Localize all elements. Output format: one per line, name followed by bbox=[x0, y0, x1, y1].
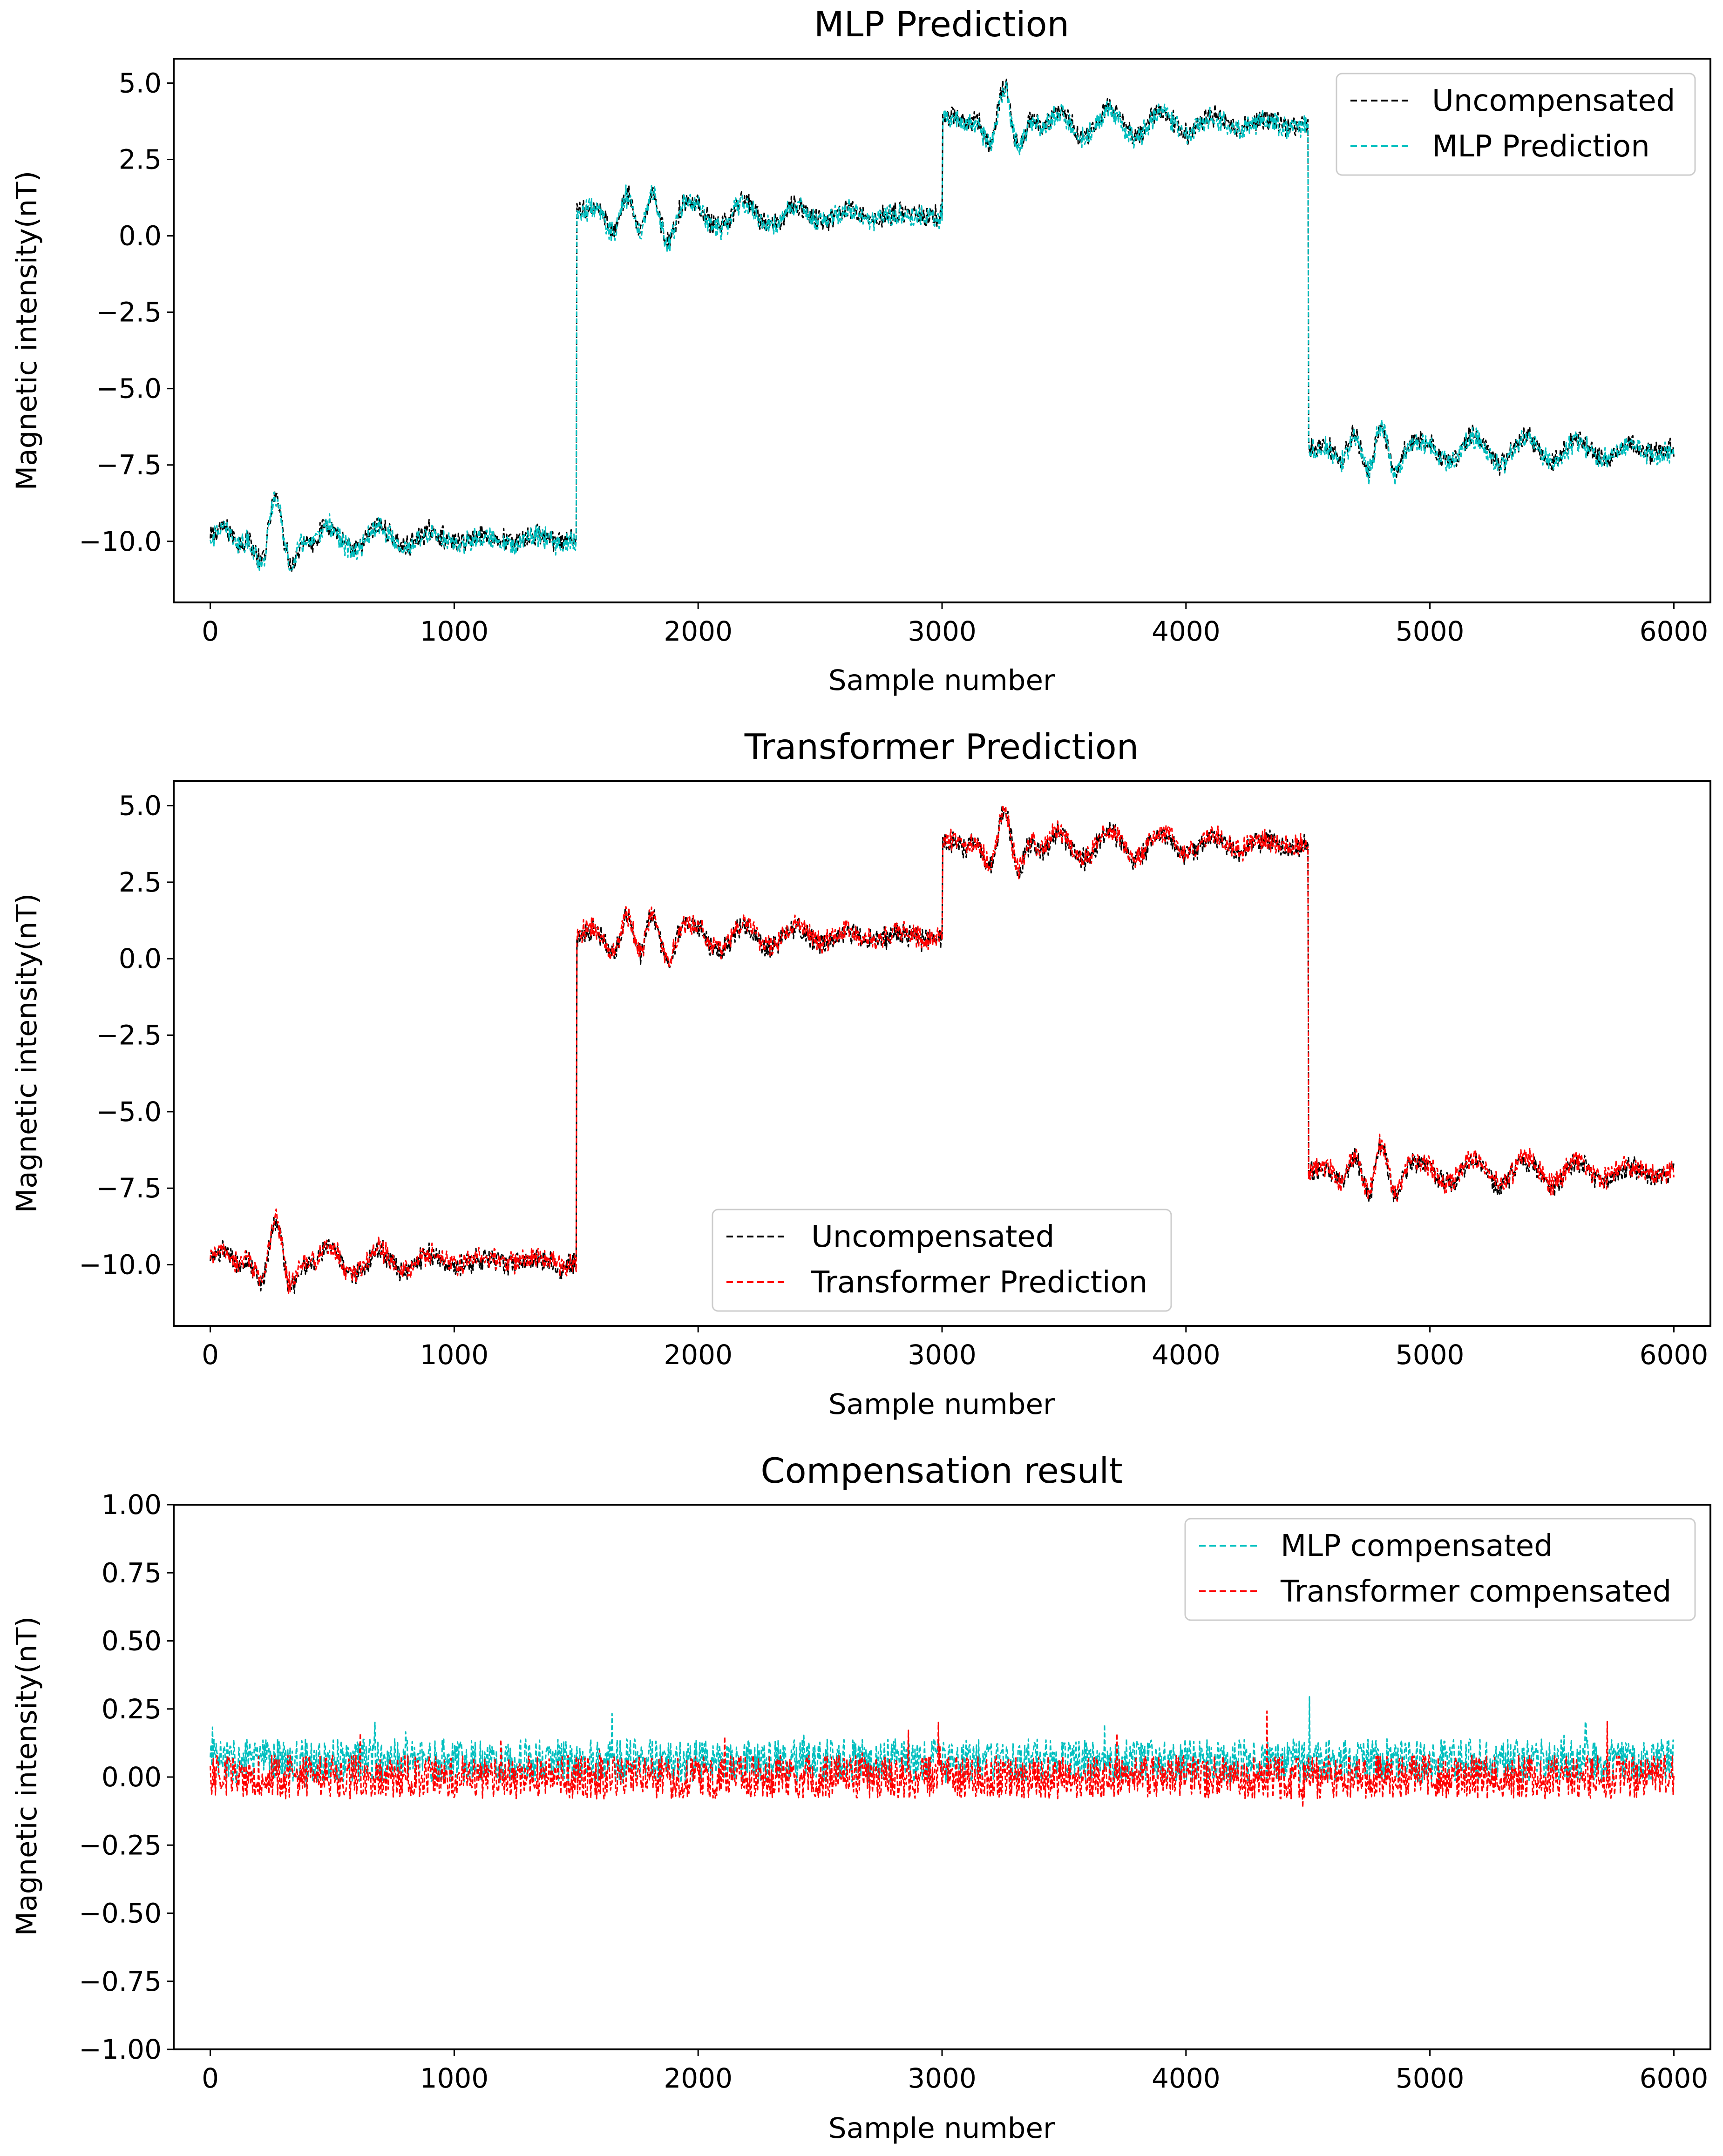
legend-label-mlp-compensated: MLP compensated bbox=[1281, 1529, 1553, 1563]
y-tick-label: −2.5 bbox=[96, 1020, 162, 1051]
plot-series bbox=[210, 1696, 1675, 1808]
y-tick-label: −1.00 bbox=[79, 2034, 162, 2065]
mlp-prediction-chart: MLP Prediction 0 1000 2000 3000 4000 5000 6000… bbox=[10, 4, 1711, 697]
x-tick-label: 0 bbox=[202, 1339, 219, 1371]
y-tick-label: 5.0 bbox=[119, 67, 162, 99]
y-tick-label: −0.25 bbox=[79, 1829, 162, 1861]
y-tick-label: −2.5 bbox=[96, 297, 162, 328]
y-tick-label: 5.0 bbox=[119, 790, 162, 822]
chart-title: MLP Prediction bbox=[814, 4, 1069, 45]
y-tick-label: −10.0 bbox=[79, 526, 162, 557]
series-line-transformer-prediction bbox=[210, 804, 1675, 1294]
x-tick-label: 4000 bbox=[1152, 1339, 1221, 1371]
legend-box bbox=[1336, 73, 1696, 176]
plot-series bbox=[210, 804, 1675, 1294]
legend-box bbox=[1184, 1518, 1696, 1621]
y-tick-label: −5.0 bbox=[96, 373, 162, 405]
x-tick-label: 2000 bbox=[664, 1339, 733, 1371]
y-axis-label: Magnetic intensity(nT) bbox=[10, 171, 43, 491]
x-tick-label: 6000 bbox=[1640, 1339, 1709, 1371]
y-tick-label: −7.5 bbox=[96, 1172, 162, 1204]
x-tick-label: 2000 bbox=[664, 2062, 733, 2094]
y-axis-ticks: 1.00 0.75 0.50 0.25 0.00 −0.25 −0.50 −0.75 −1.00 bbox=[79, 1489, 174, 2065]
x-tick-label: 0 bbox=[202, 2062, 219, 2094]
compensation-result-chart: Compensation result 0 1000 2000 3000 4000 500… bbox=[10, 1450, 1711, 2145]
x-tick-label: 1000 bbox=[420, 2062, 489, 2094]
x-tick-label: 3000 bbox=[908, 1339, 977, 1371]
x-axis-label: Sample number bbox=[828, 2112, 1055, 2145]
y-tick-label: 0.0 bbox=[119, 220, 162, 252]
x-tick-label: 3000 bbox=[908, 2062, 977, 2094]
x-axis-ticks: 0 1000 2000 3000 4000 5000 6000 bbox=[202, 602, 1708, 647]
y-tick-label: 0.00 bbox=[102, 1761, 162, 1793]
x-tick-label: 4000 bbox=[1152, 2062, 1221, 2094]
legend-label-transformer-compensated: Transformer compensated bbox=[1280, 1575, 1671, 1609]
legend: Uncompensated MLP Prediction bbox=[1336, 73, 1696, 176]
transformer-prediction-chart: Transformer Prediction 0 1000 2000 3000 4000… bbox=[10, 726, 1711, 1421]
legend-label-uncompensated: Uncompensated bbox=[811, 1220, 1054, 1254]
y-tick-label: 1.00 bbox=[102, 1489, 162, 1521]
x-tick-label: 5000 bbox=[1396, 2062, 1465, 2094]
legend: Uncompensated Transformer Prediction bbox=[712, 1209, 1172, 1312]
x-tick-label: 6000 bbox=[1640, 615, 1709, 647]
y-tick-label: −0.50 bbox=[79, 1898, 162, 1929]
x-tick-label: 5000 bbox=[1396, 615, 1465, 647]
y-tick-label: 2.5 bbox=[119, 866, 162, 898]
legend: MLP compensated Transformer compensated bbox=[1184, 1518, 1696, 1621]
x-tick-label: 1000 bbox=[420, 1339, 489, 1371]
x-axis-label: Sample number bbox=[828, 664, 1055, 697]
y-tick-label: 2.5 bbox=[119, 144, 162, 176]
plot-series bbox=[210, 78, 1675, 573]
x-tick-label: 3000 bbox=[908, 615, 977, 647]
series-line-transformer-compensated bbox=[210, 1710, 1675, 1808]
legend-label-uncompensated: Uncompensated bbox=[1432, 84, 1675, 118]
x-tick-label: 0 bbox=[202, 615, 219, 647]
y-tick-label: −10.0 bbox=[79, 1249, 162, 1281]
y-tick-label: 0.50 bbox=[102, 1625, 162, 1657]
chart-title: Compensation result bbox=[760, 1450, 1122, 1491]
x-tick-label: 5000 bbox=[1396, 1339, 1465, 1371]
chart-title: Transformer Prediction bbox=[744, 726, 1139, 767]
y-axis-label: Magnetic intensity(nT) bbox=[10, 893, 43, 1213]
y-axis-label: Magnetic intensity(nT) bbox=[10, 1616, 43, 1936]
y-axis-ticks: 5.0 2.5 0.0 −2.5 −5.0 −7.5 −10.0 bbox=[79, 790, 174, 1281]
x-axis-label: Sample number bbox=[828, 1388, 1055, 1421]
x-axis-ticks: 0 1000 2000 3000 4000 5000 6000 bbox=[202, 1326, 1708, 1371]
series-line-mlp-prediction bbox=[210, 81, 1675, 572]
legend-label-mlp-prediction: MLP Prediction bbox=[1432, 129, 1650, 164]
y-tick-label: 0.0 bbox=[119, 943, 162, 974]
legend-box bbox=[712, 1209, 1172, 1312]
x-tick-label: 4000 bbox=[1152, 615, 1221, 647]
y-tick-label: −7.5 bbox=[96, 449, 162, 481]
y-tick-label: 0.75 bbox=[102, 1557, 162, 1588]
x-tick-label: 1000 bbox=[420, 615, 489, 647]
y-tick-label: −0.75 bbox=[79, 1966, 162, 1997]
y-axis-ticks: 5.0 2.5 0.0 −2.5 −5.0 −7.5 −10.0 bbox=[79, 67, 174, 557]
x-axis-ticks: 0 1000 2000 3000 4000 5000 6000 bbox=[202, 2049, 1708, 2094]
x-tick-label: 6000 bbox=[1640, 2062, 1709, 2094]
x-tick-label: 2000 bbox=[664, 615, 733, 647]
legend-label-transformer-prediction: Transformer Prediction bbox=[811, 1265, 1147, 1300]
y-tick-label: −5.0 bbox=[96, 1096, 162, 1128]
y-tick-label: 0.25 bbox=[102, 1693, 162, 1725]
